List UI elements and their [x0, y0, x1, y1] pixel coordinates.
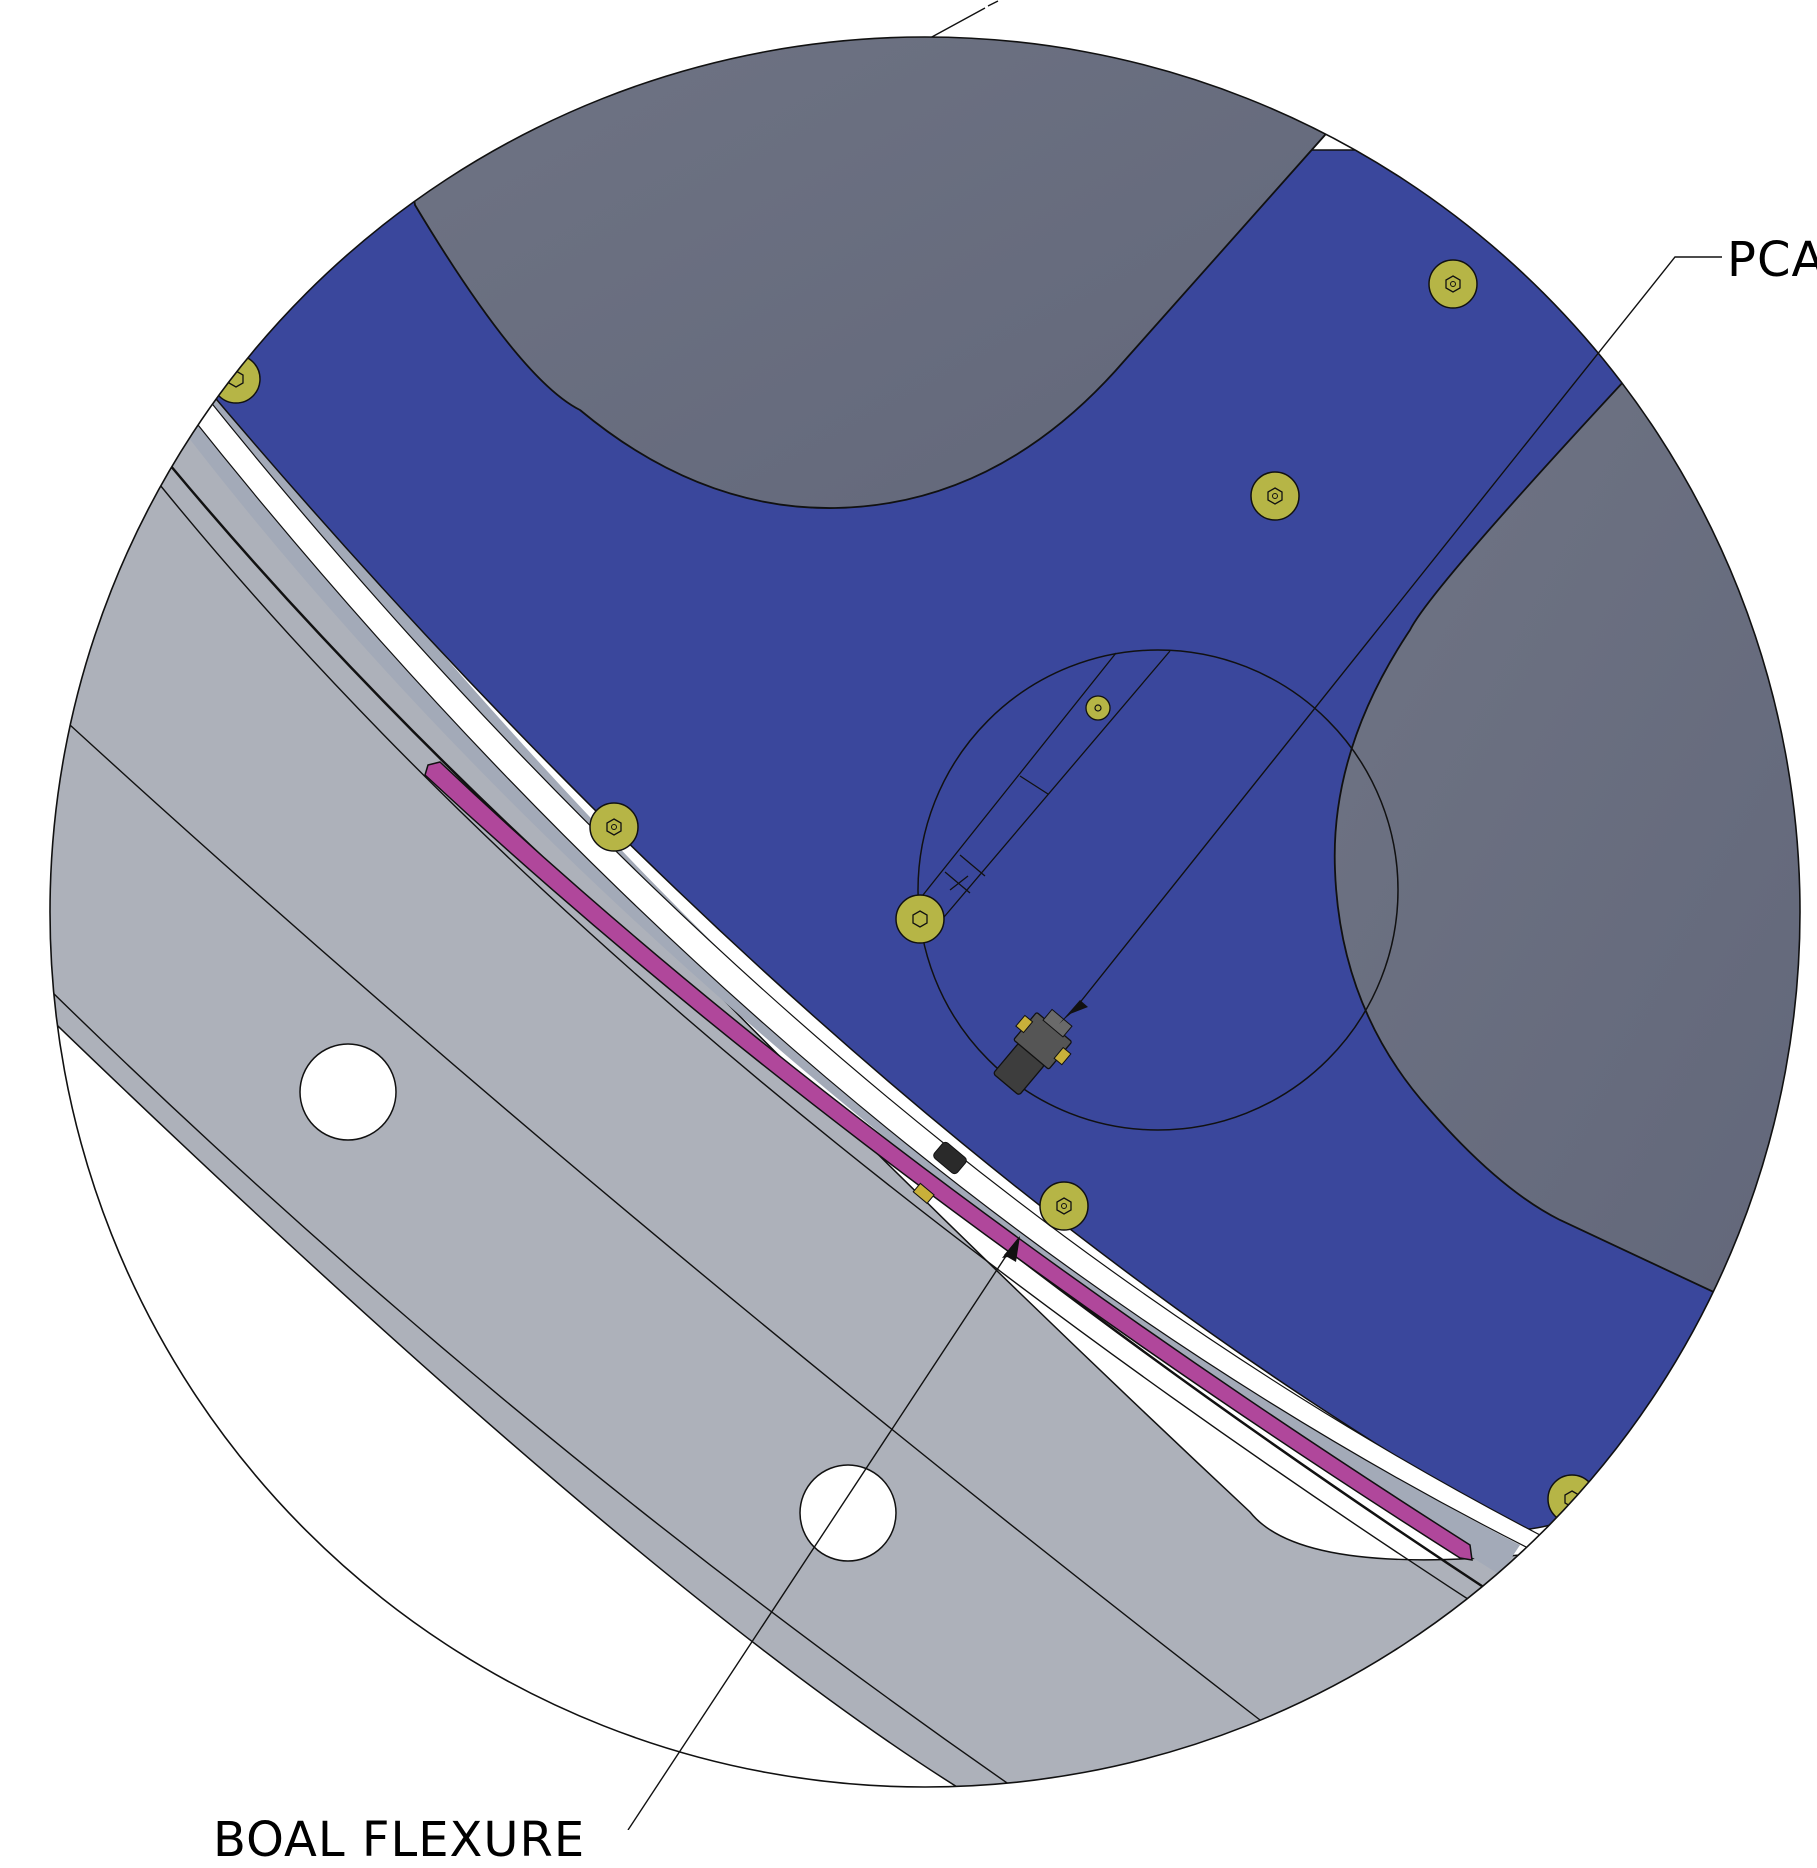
hex-socket-bolt-icon — [1428, 259, 1478, 309]
detail-circle-border — [49, 36, 1801, 1788]
small-hex-bolt-icon — [1085, 695, 1111, 721]
threaded-connector-icon — [993, 1008, 1073, 1095]
ring-hole-1 — [299, 1043, 397, 1141]
sensor-detail-outline — [917, 649, 1399, 1131]
flexure-pin-icon — [912, 1141, 967, 1205]
pca-leader — [1059, 256, 1722, 1024]
gray-bore-right — [1333, 374, 1800, 1296]
gray-bore-top — [378, 37, 1326, 509]
ring-arc-line-2 — [159, 484, 1501, 1621]
boal-flexure — [424, 761, 1473, 1561]
top-leader-line — [929, 0, 999, 39]
cable-channel — [914, 650, 1171, 931]
ring-arc-line-4 — [50, 989, 1011, 1786]
pca-callout-label: PCA — [1727, 232, 1817, 288]
detail-circle-content — [50, 37, 1800, 1787]
boal-flexure-leader — [627, 1236, 1020, 1830]
ring-hole-2 — [799, 1464, 897, 1562]
boal-flexure-callout-label: BOAL FLEXURE — [213, 1812, 586, 1868]
hex-socket-bolt-icon — [1250, 471, 1300, 521]
hex-socket-bolt-icon — [895, 894, 945, 944]
ring-arc-line-3 — [69, 724, 1261, 1721]
hex-socket-bolt-icon — [1039, 1181, 1089, 1231]
detail-view-diagram — [49, 0, 1801, 1830]
hex-socket-bolt-icon — [589, 802, 639, 852]
